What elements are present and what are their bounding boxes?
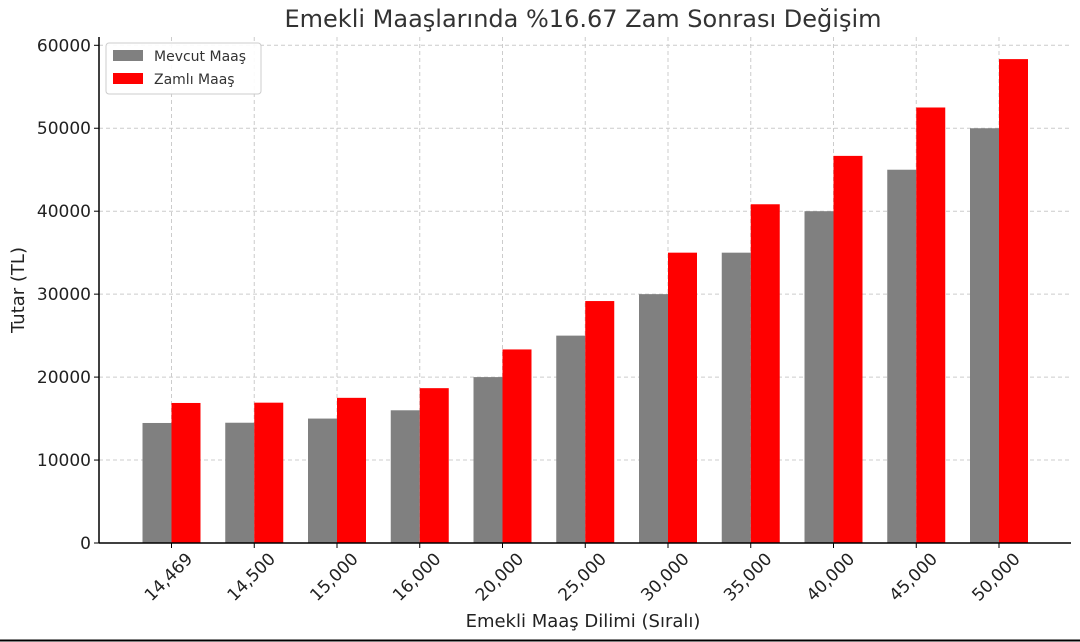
bar-mevcut-maas xyxy=(556,335,586,543)
y-tick-label: 50000 xyxy=(37,119,91,139)
chart-title: Emekli Maaşlarında %16.67 Zam Sonrası De… xyxy=(285,5,882,33)
axes xyxy=(94,37,1071,548)
bar-zamli-maas xyxy=(999,59,1028,544)
y-tick-label: 30000 xyxy=(37,285,91,305)
x-tick-label: 40,000 xyxy=(803,549,859,605)
x-tick-label: 25,000 xyxy=(555,549,611,605)
legend-swatch xyxy=(113,73,143,84)
bars xyxy=(142,59,1028,544)
bar-zamli-maas xyxy=(171,402,201,543)
legend: Mevcut Maaş Zamlı Maaş xyxy=(105,42,262,95)
legend-label: Mevcut Maaş xyxy=(154,49,246,65)
x-tick-label: 15,000 xyxy=(306,549,362,605)
legend-label: Zamlı Maaş xyxy=(154,72,235,88)
bar-zamli-maas xyxy=(916,107,946,543)
bar-mevcut-maas xyxy=(639,294,668,543)
x-axis-title: Emekli Maaş Dilimi (Sıralı) xyxy=(466,611,701,632)
bar-zamli-maas xyxy=(254,402,284,543)
x-tick-label: 30,000 xyxy=(637,549,693,605)
x-tick-label: 16,000 xyxy=(389,549,445,605)
bar-zamli-maas xyxy=(585,301,615,543)
legend-box xyxy=(105,42,262,95)
bar-mevcut-maas xyxy=(804,211,834,543)
bar-mevcut-maas xyxy=(225,422,255,543)
y-axis-title: Tutar (TL) xyxy=(8,247,29,334)
x-tick-label: 45,000 xyxy=(886,549,942,605)
y-tick-label: 0 xyxy=(80,534,91,554)
x-tick-label: 50,000 xyxy=(968,549,1024,605)
bar-zamli-maas xyxy=(419,388,449,543)
y-tick-label: 10000 xyxy=(37,451,91,471)
x-tick-label: 14,469 xyxy=(141,549,197,605)
bar-zamli-maas xyxy=(337,397,366,543)
bar-mevcut-maas xyxy=(473,377,503,543)
legend-swatch xyxy=(113,50,143,61)
bar-mevcut-maas xyxy=(887,169,917,543)
bar-mevcut-maas xyxy=(142,422,172,543)
bar-mevcut-maas xyxy=(721,252,751,544)
bar-zamli-maas xyxy=(750,204,780,543)
bar-zamli-maas xyxy=(833,155,863,543)
bar-mevcut-maas xyxy=(308,418,337,543)
x-tick-label: 35,000 xyxy=(720,549,776,605)
bar-zamli-maas xyxy=(668,252,697,544)
y-tick-label: 40000 xyxy=(37,202,91,222)
bar-mevcut-maas xyxy=(390,410,420,543)
y-tick-label: 60000 xyxy=(37,36,91,56)
bar-mevcut-maas xyxy=(970,128,999,543)
y-tick-label: 20000 xyxy=(37,368,91,388)
bar-zamli-maas xyxy=(502,349,532,543)
x-tick-label: 14,500 xyxy=(224,549,280,605)
x-tick-label: 20,000 xyxy=(472,549,528,605)
